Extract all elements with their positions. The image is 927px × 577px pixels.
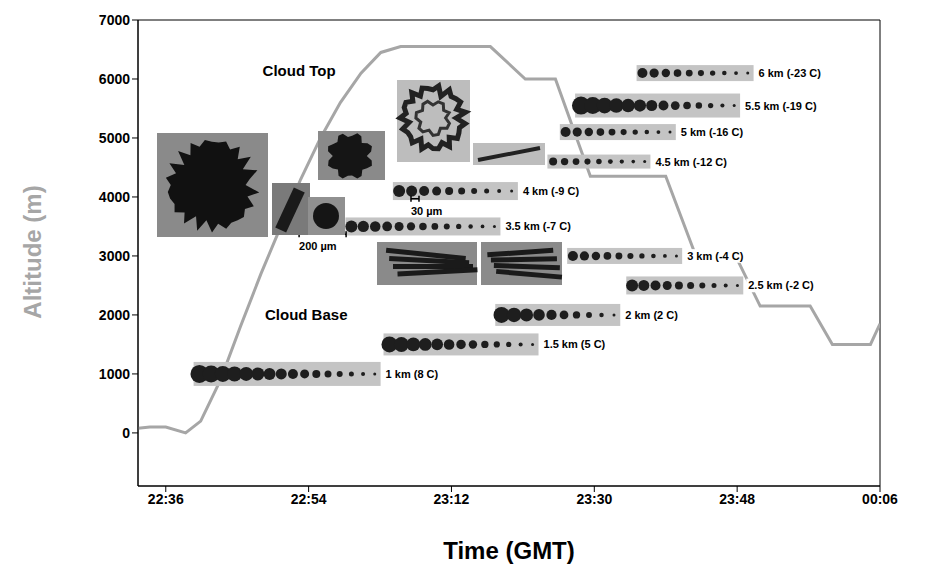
svg-text:22:54: 22:54: [291, 491, 327, 507]
svg-text:7000: 7000: [99, 12, 130, 28]
svg-text:3 km (-4 C): 3 km (-4 C): [687, 250, 744, 262]
svg-text:200 µm: 200 µm: [299, 240, 337, 252]
svg-text:Cloud Base: Cloud Base: [265, 306, 348, 323]
svg-text:Cloud Top: Cloud Top: [263, 62, 336, 79]
svg-text:4.5 km (-12 C): 4.5 km (-12 C): [655, 156, 727, 168]
svg-text:Altitude (m): Altitude (m): [19, 185, 46, 318]
svg-text:1000: 1000: [99, 366, 130, 382]
svg-text:5 km (-16 C): 5 km (-16 C): [681, 126, 744, 138]
svg-text:30 µm: 30 µm: [411, 205, 443, 217]
svg-text:2.5 km (-2 C): 2.5 km (-2 C): [748, 279, 814, 291]
svg-text:6000: 6000: [99, 71, 130, 87]
svg-text:0: 0: [122, 425, 130, 441]
svg-text:23:30: 23:30: [576, 491, 612, 507]
svg-text:22:36: 22:36: [148, 491, 184, 507]
svg-text:2 km (2 C): 2 km (2 C): [625, 309, 678, 321]
svg-text:5.5 km (-19 C): 5.5 km (-19 C): [745, 100, 817, 112]
svg-text:4 km (-9 C): 4 km (-9 C): [523, 185, 580, 197]
svg-text:1.5 km (5 C): 1.5 km (5 C): [544, 338, 606, 350]
svg-text:00:06: 00:06: [862, 491, 898, 507]
svg-text:4000: 4000: [99, 189, 130, 205]
svg-text:Time (GMT): Time (GMT): [443, 537, 575, 564]
svg-text:23:12: 23:12: [434, 491, 470, 507]
svg-text:3000: 3000: [99, 248, 130, 264]
svg-text:1 km (8 C): 1 km (8 C): [386, 368, 439, 380]
svg-text:5000: 5000: [99, 130, 130, 146]
svg-text:2000: 2000: [99, 307, 130, 323]
svg-text:6 km (-23 C): 6 km (-23 C): [759, 67, 822, 79]
svg-text:3.5 km (-7 C): 3.5 km (-7 C): [505, 220, 571, 232]
svg-text:23:48: 23:48: [719, 491, 755, 507]
